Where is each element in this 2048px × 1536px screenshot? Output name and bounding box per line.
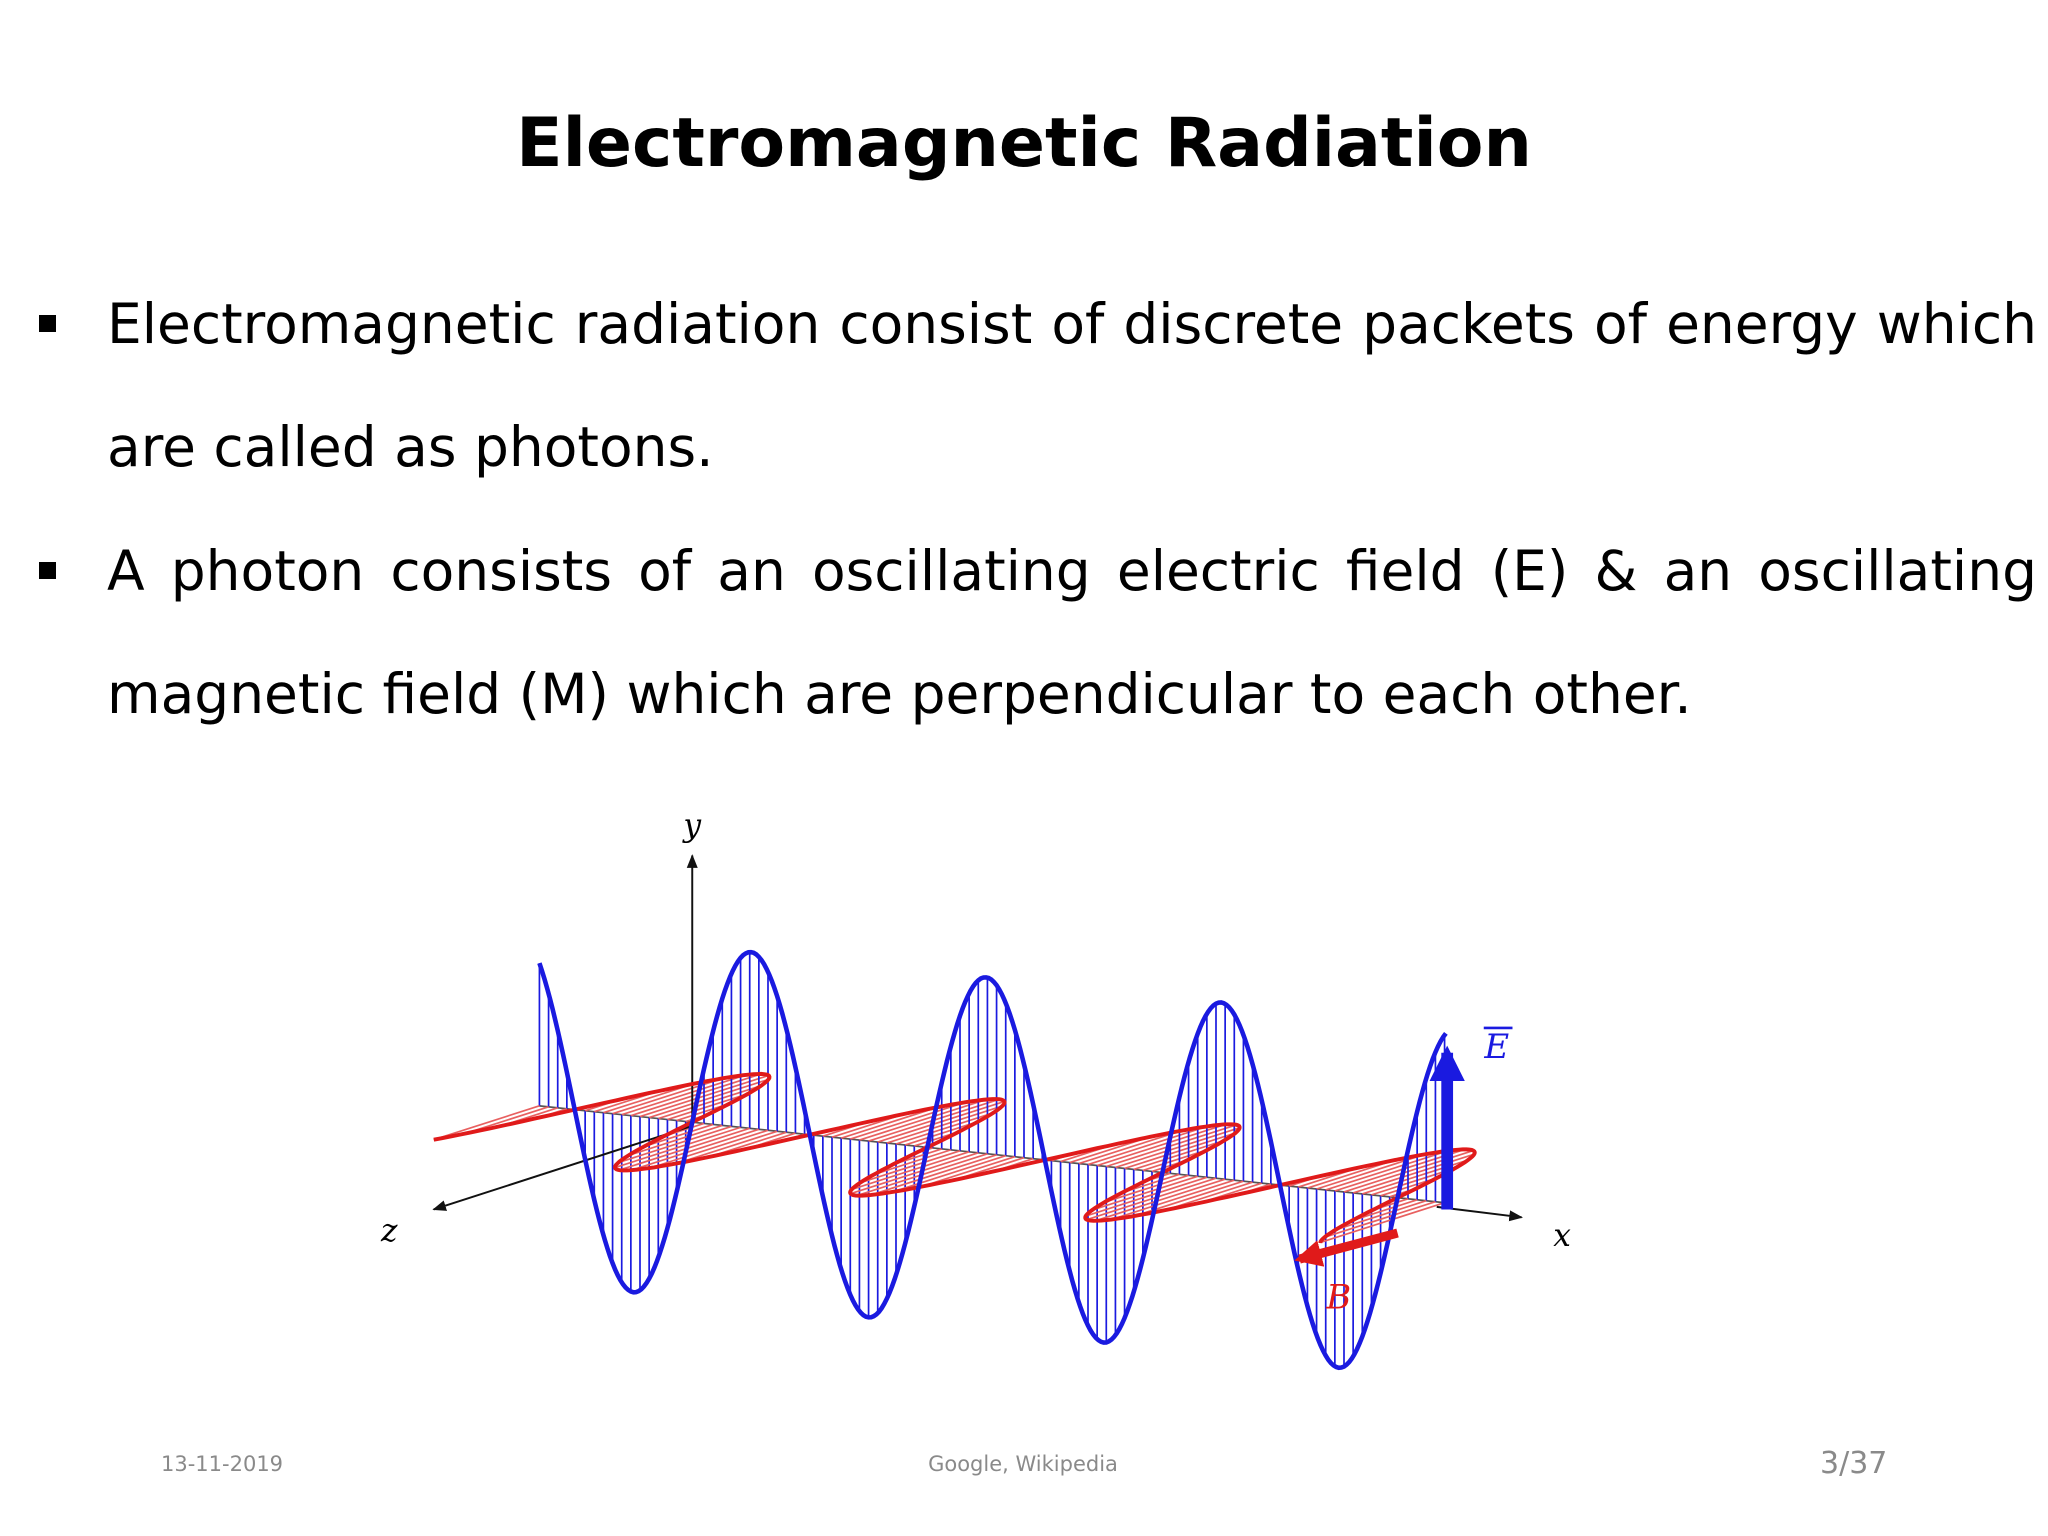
hatch-line (1320, 1201, 1445, 1244)
hatch-line (859, 1098, 987, 1141)
hatch-line (650, 1129, 769, 1169)
hatch-line (870, 1153, 997, 1196)
hatch-line (658, 1084, 762, 1120)
z-label: z (380, 1213, 398, 1249)
hatch-line (614, 1126, 741, 1169)
hatch-line (628, 1124, 723, 1157)
field-hatching (433, 952, 1475, 1367)
hatch-line (851, 1151, 970, 1191)
hatch-line (676, 1130, 778, 1165)
hatch-line (1096, 1123, 1227, 1167)
hatch-line (1091, 1175, 1198, 1211)
hatch-line (618, 1125, 732, 1164)
hatch-line (1115, 1126, 1240, 1169)
hatch-line (859, 1150, 961, 1184)
hatch-line (1078, 1129, 1183, 1165)
hatch-line (612, 1077, 724, 1115)
hatch-line (1086, 1177, 1217, 1221)
hatch-line (892, 1154, 1006, 1193)
hatch-line (850, 1151, 979, 1195)
hatch-line (1094, 1178, 1226, 1222)
hatch-line (1325, 1149, 1449, 1191)
y-label: y (681, 808, 702, 844)
hatch-line (1111, 1179, 1235, 1221)
hatch-line (850, 1101, 966, 1140)
z-axis (432, 1124, 693, 1211)
hatch-line (886, 1105, 1003, 1144)
b-label: B (1325, 1278, 1351, 1318)
hatch-line (630, 1128, 760, 1172)
bullet-marker (39, 562, 56, 579)
page-number: 3/37 (1820, 1446, 1888, 1481)
hatch-line (1324, 1200, 1436, 1238)
hatch-line (643, 1123, 714, 1148)
bullet-marker (39, 315, 56, 332)
hatch-line (433, 1105, 540, 1141)
hatch-line (648, 1078, 769, 1119)
magnetic-wave (433, 1071, 1477, 1244)
hatch-line (1351, 1198, 1418, 1222)
hatch-line (1106, 1124, 1237, 1168)
hatch-line (1087, 1125, 1208, 1166)
e-label: E (1483, 1027, 1509, 1067)
footer-source: Google, Wikipedia (928, 1452, 1118, 1476)
slide-title: Electromagnetic Radiation (516, 104, 1532, 183)
hatch-line (840, 1106, 939, 1139)
bullet-text: Electromagnetic radiation consist of dis… (107, 292, 2037, 479)
hatch-line (873, 1149, 952, 1176)
bullet-text: A photon consists of an oscillating elec… (107, 539, 2037, 726)
x-label: x (1553, 1218, 1571, 1254)
hatch-line (895, 1112, 994, 1145)
footer-date: 13-11-2019 (161, 1452, 284, 1476)
hatch-line (667, 1093, 749, 1121)
hatch-line (1085, 1176, 1208, 1217)
hatch-line (1335, 1199, 1427, 1231)
hatch-line (1104, 1174, 1189, 1203)
b-vector (1294, 1228, 1399, 1267)
hatch-line (621, 1074, 747, 1116)
hatch-line (1352, 1153, 1475, 1194)
